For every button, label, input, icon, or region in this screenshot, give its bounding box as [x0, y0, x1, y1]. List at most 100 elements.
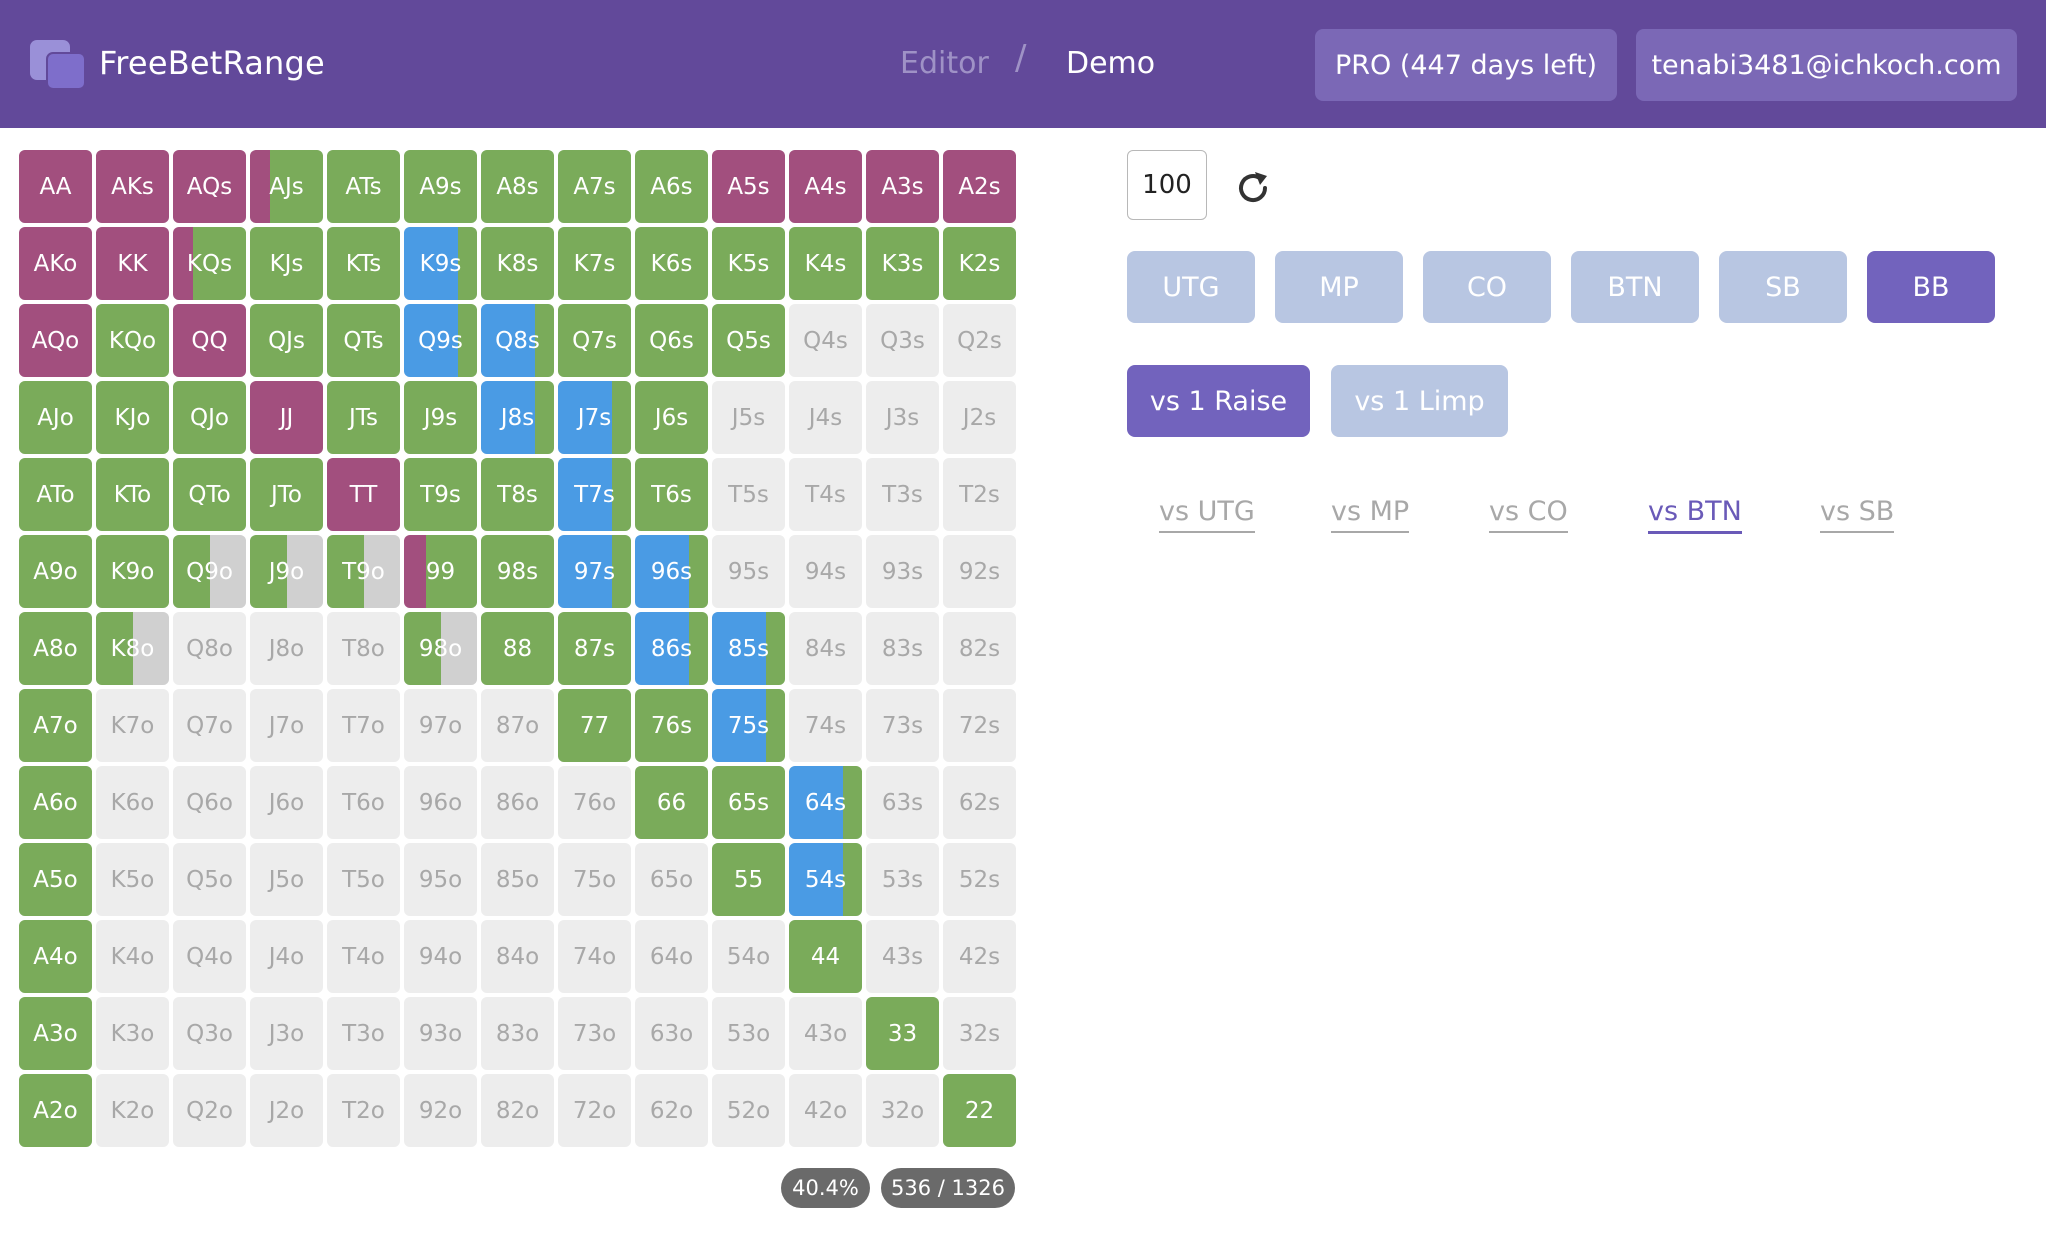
position-button-bb[interactable]: BB [1867, 251, 1995, 323]
hand-cell-J9s[interactable]: J9s [404, 381, 477, 454]
hand-cell-K2s[interactable]: K2s [943, 227, 1016, 300]
hand-cell-75o[interactable]: 75o [558, 843, 631, 916]
hand-cell-T5s[interactable]: T5s [712, 458, 785, 531]
hand-cell-87s[interactable]: 87s [558, 612, 631, 685]
hand-cell-A7s[interactable]: A7s [558, 150, 631, 223]
hand-cell-53s[interactable]: 53s [866, 843, 939, 916]
hand-cell-K9s[interactable]: K9s [404, 227, 477, 300]
hand-cell-A7o[interactable]: A7o [19, 689, 92, 762]
hand-cell-A4s[interactable]: A4s [789, 150, 862, 223]
hand-cell-65o[interactable]: 65o [635, 843, 708, 916]
hand-cell-76o[interactable]: 76o [558, 766, 631, 839]
hand-cell-A3s[interactable]: A3s [866, 150, 939, 223]
hand-cell-T8s[interactable]: T8s [481, 458, 554, 531]
hand-cell-54o[interactable]: 54o [712, 920, 785, 993]
hand-cell-KQs[interactable]: KQs [173, 227, 246, 300]
hand-cell-42o[interactable]: 42o [789, 1074, 862, 1147]
hand-cell-Q4o[interactable]: Q4o [173, 920, 246, 993]
hand-cell-94o[interactable]: 94o [404, 920, 477, 993]
hand-cell-Q4s[interactable]: Q4s [789, 304, 862, 377]
hand-cell-A5s[interactable]: A5s [712, 150, 785, 223]
hand-cell-K7o[interactable]: K7o [96, 689, 169, 762]
hand-cell-JJ[interactable]: JJ [250, 381, 323, 454]
hand-cell-J7s[interactable]: J7s [558, 381, 631, 454]
hand-cell-54s[interactable]: 54s [789, 843, 862, 916]
hand-cell-K3s[interactable]: K3s [866, 227, 939, 300]
hand-cell-AQs[interactable]: AQs [173, 150, 246, 223]
position-button-btn[interactable]: BTN [1571, 251, 1699, 323]
hand-cell-72s[interactable]: 72s [943, 689, 1016, 762]
hand-cell-J8o[interactable]: J8o [250, 612, 323, 685]
refresh-icon[interactable] [1233, 168, 1273, 208]
hand-cell-97o[interactable]: 97o [404, 689, 477, 762]
hand-cell-A5o[interactable]: A5o [19, 843, 92, 916]
hand-cell-32o[interactable]: 32o [866, 1074, 939, 1147]
hand-cell-Q7o[interactable]: Q7o [173, 689, 246, 762]
hand-cell-J4s[interactable]: J4s [789, 381, 862, 454]
hand-cell-32s[interactable]: 32s [943, 997, 1016, 1070]
hand-cell-43s[interactable]: 43s [866, 920, 939, 993]
hand-cell-95o[interactable]: 95o [404, 843, 477, 916]
hand-cell-K4o[interactable]: K4o [96, 920, 169, 993]
hand-cell-K5o[interactable]: K5o [96, 843, 169, 916]
hand-cell-82o[interactable]: 82o [481, 1074, 554, 1147]
hand-cell-T2s[interactable]: T2s [943, 458, 1016, 531]
hand-cell-AJo[interactable]: AJo [19, 381, 92, 454]
hand-cell-73s[interactable]: 73s [866, 689, 939, 762]
hand-cell-33[interactable]: 33 [866, 997, 939, 1070]
hand-cell-84o[interactable]: 84o [481, 920, 554, 993]
hand-cell-T6o[interactable]: T6o [327, 766, 400, 839]
hand-cell-92s[interactable]: 92s [943, 535, 1016, 608]
hand-cell-J4o[interactable]: J4o [250, 920, 323, 993]
hand-cell-TT[interactable]: TT [327, 458, 400, 531]
hand-cell-A6s[interactable]: A6s [635, 150, 708, 223]
hand-cell-86o[interactable]: 86o [481, 766, 554, 839]
position-button-mp[interactable]: MP [1275, 251, 1403, 323]
hand-cell-J5o[interactable]: J5o [250, 843, 323, 916]
hand-cell-96s[interactable]: 96s [635, 535, 708, 608]
hand-cell-84s[interactable]: 84s [789, 612, 862, 685]
opponent-tab-utg[interactable]: vs UTG [1159, 496, 1255, 533]
position-button-sb[interactable]: SB [1719, 251, 1847, 323]
hand-cell-65s[interactable]: 65s [712, 766, 785, 839]
hand-cell-Q2s[interactable]: Q2s [943, 304, 1016, 377]
hand-cell-T6s[interactable]: T6s [635, 458, 708, 531]
brand-name[interactable]: FreeBetRange [99, 44, 325, 82]
hand-cell-K4s[interactable]: K4s [789, 227, 862, 300]
hand-cell-53o[interactable]: 53o [712, 997, 785, 1070]
hand-cell-92o[interactable]: 92o [404, 1074, 477, 1147]
hand-cell-K8s[interactable]: K8s [481, 227, 554, 300]
hand-cell-98s[interactable]: 98s [481, 535, 554, 608]
position-button-co[interactable]: CO [1423, 251, 1551, 323]
hand-cell-A3o[interactable]: A3o [19, 997, 92, 1070]
hand-cell-K2o[interactable]: K2o [96, 1074, 169, 1147]
hand-cell-55[interactable]: 55 [712, 843, 785, 916]
hand-cell-JTo[interactable]: JTo [250, 458, 323, 531]
hand-cell-J2o[interactable]: J2o [250, 1074, 323, 1147]
hand-cell-J7o[interactable]: J7o [250, 689, 323, 762]
hand-cell-T2o[interactable]: T2o [327, 1074, 400, 1147]
hand-cell-63s[interactable]: 63s [866, 766, 939, 839]
hand-cell-76s[interactable]: 76s [635, 689, 708, 762]
hand-cell-52o[interactable]: 52o [712, 1074, 785, 1147]
hand-cell-44[interactable]: 44 [789, 920, 862, 993]
hand-cell-T9s[interactable]: T9s [404, 458, 477, 531]
hand-cell-88[interactable]: 88 [481, 612, 554, 685]
hand-cell-A2s[interactable]: A2s [943, 150, 1016, 223]
hand-cell-A8o[interactable]: A8o [19, 612, 92, 685]
hand-cell-QTo[interactable]: QTo [173, 458, 246, 531]
hand-cell-74o[interactable]: 74o [558, 920, 631, 993]
hand-cell-J3o[interactable]: J3o [250, 997, 323, 1070]
hand-cell-T5o[interactable]: T5o [327, 843, 400, 916]
hand-cell-T7o[interactable]: T7o [327, 689, 400, 762]
hand-cell-73o[interactable]: 73o [558, 997, 631, 1070]
hand-cell-T4o[interactable]: T4o [327, 920, 400, 993]
hand-cell-ATo[interactable]: ATo [19, 458, 92, 531]
hand-cell-64o[interactable]: 64o [635, 920, 708, 993]
hand-cell-43o[interactable]: 43o [789, 997, 862, 1070]
hand-cell-KK[interactable]: KK [96, 227, 169, 300]
hand-cell-J5s[interactable]: J5s [712, 381, 785, 454]
hand-cell-K3o[interactable]: K3o [96, 997, 169, 1070]
user-account-button[interactable]: tenabi3481@ichkoch.com [1636, 29, 2017, 101]
hand-cell-63o[interactable]: 63o [635, 997, 708, 1070]
